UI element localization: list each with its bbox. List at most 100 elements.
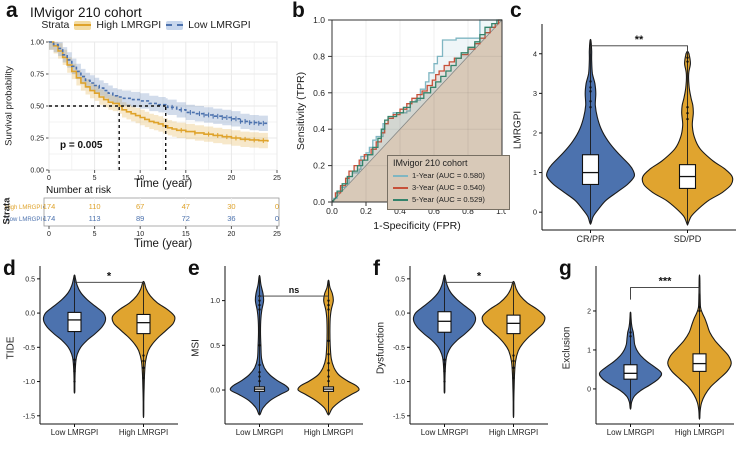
panel-letter-f: f — [373, 257, 380, 280]
outlier-dot — [686, 111, 689, 115]
panel-d-tide: d 0.5 0.0 -0.5 -1.0 -1.5 Low LMRGPI High LMRGP… — [0, 258, 185, 453]
exclusion-ylabel: Exclusion — [561, 326, 573, 370]
p-value: p = 0.005 — [60, 140, 103, 151]
significance-bracket — [630, 287, 700, 300]
outlier-dot — [512, 366, 515, 370]
svg-text:0.75: 0.75 — [30, 72, 44, 79]
svg-text:0.25: 0.25 — [30, 136, 44, 143]
km-xlabel: Time (year) — [133, 178, 193, 190]
outlier-dot — [698, 309, 701, 313]
outlier-dot — [327, 353, 330, 356]
svg-text:0.0: 0.0 — [395, 311, 405, 318]
outlier-dot — [443, 380, 446, 383]
outlier-dot — [629, 331, 632, 334]
km-legend-label-high: High LMRGPI — [96, 19, 162, 31]
category-label: Low LMRGPI — [236, 428, 284, 437]
outlier-dot — [698, 305, 701, 309]
outlier-dot — [512, 354, 515, 357]
outlier-dot — [327, 308, 330, 311]
svg-text:0: 0 — [47, 231, 51, 238]
risk-count: 174 — [43, 214, 56, 223]
significance-label: * — [107, 270, 112, 282]
box — [581, 154, 600, 186]
outlier-dot — [142, 359, 145, 363]
svg-text:0.50: 0.50 — [30, 104, 44, 111]
svg-text:0: 0 — [47, 175, 51, 182]
risk-table-xlabel: Time (year) — [133, 238, 193, 250]
outlier-dot — [589, 106, 592, 109]
svg-text:-1.0: -1.0 — [393, 379, 405, 386]
significance-label: ** — [635, 34, 644, 46]
panel-e-msi: e 0.0 0.5 1.0 Low LMRGPI High LMRGPI ns MSI — [185, 258, 370, 453]
risk-count: 113 — [89, 214, 101, 223]
roc-1yr-line-glyph — [393, 175, 408, 177]
tide-ylabel: TIDE — [5, 336, 17, 360]
roc-legend-entry-3yr: 3-Year (AUC = 0.540) — [393, 182, 505, 194]
svg-text:10: 10 — [136, 231, 144, 238]
outlier-dot — [629, 335, 632, 338]
box — [136, 313, 151, 335]
svg-text:15: 15 — [182, 231, 190, 238]
outlier-dot — [73, 370, 76, 373]
outlier-dot — [73, 380, 76, 383]
roc-3yr-line-glyph — [393, 187, 408, 189]
svg-text:2: 2 — [533, 128, 537, 137]
panel-b-roc: b 0.0 0.0 0.2 0.2 0.4 0.4 0.6 0.6 0.8 0.8 1.0 1.0 S… — [288, 0, 510, 258]
outlier-dot — [258, 299, 261, 302]
roc-xlabel: 1-Specificity (FPR) — [373, 220, 461, 232]
km-ylabel: Survival probability — [3, 66, 15, 146]
dysfunction-ylabel: Dysfunction — [375, 321, 387, 375]
risk-count: 89 — [136, 214, 144, 223]
outlier-dot — [512, 359, 515, 363]
svg-text:10: 10 — [136, 175, 144, 182]
risk-count: 30 — [227, 202, 235, 211]
panel-g-exclusion: g 0 1 2 Low LMRGPI High LMRGPI *** Exclusion — [556, 258, 742, 453]
svg-text:-1.5: -1.5 — [23, 413, 35, 420]
category-label: High LMRGPI — [489, 428, 538, 437]
svg-text:0.0: 0.0 — [326, 206, 338, 216]
outlier-dot — [327, 339, 330, 343]
svg-text:0.4: 0.4 — [394, 206, 406, 216]
svg-text:-1.0: -1.0 — [23, 379, 35, 386]
outlier-dot — [443, 358, 446, 361]
svg-text:1.0: 1.0 — [313, 15, 325, 25]
outlier-dot — [443, 363, 446, 366]
exclusion-violin-chart: 0 1 2 Low LMRGPI High LMRGPI *** — [587, 266, 734, 437]
significance-label: *** — [659, 276, 673, 288]
svg-text:1.0: 1.0 — [496, 206, 506, 216]
roc-5yr-line-glyph — [393, 199, 408, 201]
category-label: SD/PD — [674, 234, 702, 244]
svg-text:20: 20 — [228, 231, 236, 238]
svg-text:0.8: 0.8 — [313, 51, 325, 61]
svg-text:25: 25 — [273, 231, 281, 238]
outlier-dot — [589, 100, 592, 103]
outlier-dot — [589, 80, 592, 83]
significance-bracket — [259, 295, 329, 301]
risk-table-title: Number at risk — [46, 185, 112, 196]
outlier-dot — [258, 379, 261, 383]
panel-a-survival: a IMvigor 210 cohort Strata High LMRGPI … — [0, 0, 288, 258]
svg-text:0: 0 — [533, 208, 537, 217]
outlier-dot — [686, 56, 689, 59]
msi-ylabel: MSI — [190, 339, 202, 357]
significance-label: * — [477, 270, 482, 282]
svg-text:25: 25 — [273, 175, 281, 182]
svg-text:0.2: 0.2 — [313, 161, 325, 171]
category-label: Low LMRGPI — [51, 428, 99, 437]
risk-count: 0 — [275, 214, 279, 223]
km-legend: Strata High LMRGPI Low LMRGPI — [14, 19, 278, 31]
category-label: Low LMRGPI — [421, 428, 469, 437]
significance-label: ns — [289, 285, 300, 295]
significance-bracket — [74, 281, 144, 289]
svg-text:0.4: 0.4 — [313, 124, 325, 134]
significance-bracket — [590, 45, 688, 54]
outlier-dot — [686, 106, 689, 109]
svg-text:5: 5 — [93, 175, 97, 182]
category-label: CR/PR — [576, 234, 605, 244]
svg-text:0.5: 0.5 — [210, 343, 220, 350]
high-lmrgpi-legend-glyph — [74, 20, 92, 30]
roc-legend-entry-1yr: 1-Year (AUC = 0.580) — [393, 170, 505, 182]
svg-text:0: 0 — [587, 386, 591, 393]
svg-text:0.0: 0.0 — [25, 311, 35, 318]
svg-text:0.00: 0.00 — [30, 168, 44, 175]
